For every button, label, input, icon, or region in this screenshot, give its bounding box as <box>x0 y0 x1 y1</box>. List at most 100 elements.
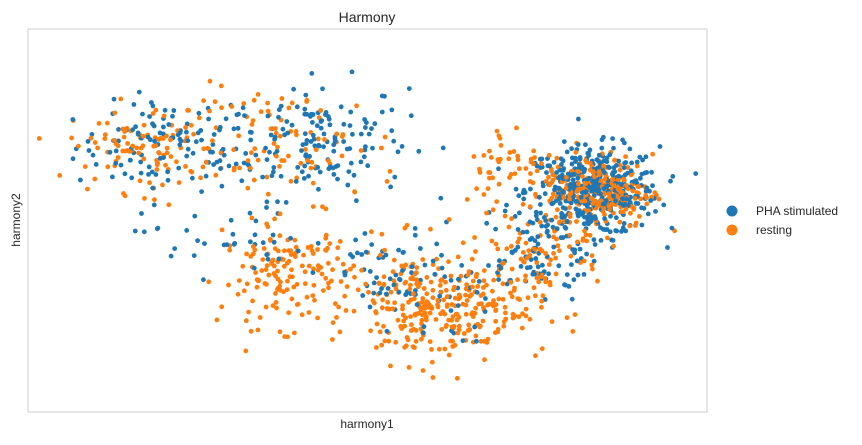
data-point <box>399 263 405 269</box>
data-point <box>616 173 622 179</box>
data-point <box>573 149 579 155</box>
data-point <box>520 190 526 196</box>
points-layer <box>36 69 699 381</box>
data-point <box>573 206 579 212</box>
data-point <box>530 161 536 167</box>
data-point <box>142 196 147 201</box>
data-point <box>116 126 121 132</box>
data-point <box>512 214 518 219</box>
data-point <box>172 246 178 252</box>
data-point <box>236 278 242 283</box>
data-point <box>511 149 517 154</box>
data-point <box>271 271 277 276</box>
data-point <box>563 185 569 191</box>
data-point <box>57 173 63 178</box>
data-point <box>527 316 533 322</box>
data-point <box>693 171 699 177</box>
data-point <box>252 232 258 238</box>
data-point <box>478 323 483 329</box>
data-point <box>495 246 501 252</box>
data-point <box>527 219 533 225</box>
data-point <box>310 293 316 298</box>
data-point <box>338 279 344 284</box>
data-point <box>575 239 580 245</box>
data-point <box>201 98 207 104</box>
data-point <box>147 180 153 186</box>
data-point <box>481 305 486 310</box>
data-point <box>326 114 331 119</box>
data-point <box>380 297 385 303</box>
data-point <box>556 175 562 181</box>
data-point <box>118 96 124 102</box>
data-point <box>573 199 579 204</box>
data-point <box>316 143 322 149</box>
data-point <box>201 146 207 152</box>
data-point <box>265 113 271 119</box>
data-point <box>107 149 113 155</box>
data-point <box>389 128 395 134</box>
data-point <box>629 160 634 166</box>
data-point <box>273 126 278 131</box>
data-point <box>464 298 470 303</box>
data-point <box>236 133 242 139</box>
data-point <box>178 138 184 144</box>
data-point <box>428 279 434 285</box>
data-point <box>347 123 353 128</box>
data-point <box>427 339 433 344</box>
data-point <box>489 238 495 244</box>
data-point <box>286 258 292 264</box>
data-point <box>123 148 128 154</box>
data-point <box>503 316 509 322</box>
data-point <box>518 256 524 262</box>
data-point <box>147 114 153 119</box>
data-point <box>416 148 422 154</box>
data-point <box>516 236 522 242</box>
data-point <box>150 121 155 127</box>
data-point <box>248 239 253 245</box>
data-point <box>316 186 321 192</box>
data-point <box>497 135 503 141</box>
data-point <box>309 159 315 165</box>
data-point <box>571 277 577 283</box>
data-point <box>249 150 254 156</box>
data-point <box>384 328 390 334</box>
data-point <box>267 237 273 242</box>
data-point <box>210 138 215 144</box>
data-point <box>396 247 401 253</box>
data-point <box>210 149 215 155</box>
data-point <box>428 226 433 232</box>
data-point <box>449 302 455 307</box>
data-point <box>506 156 512 162</box>
data-point <box>406 365 412 370</box>
data-point <box>391 138 397 144</box>
data-point <box>252 146 258 152</box>
data-point <box>304 97 310 103</box>
data-point <box>198 175 204 181</box>
data-point <box>383 252 389 258</box>
data-point <box>456 323 462 329</box>
data-point <box>544 170 549 176</box>
data-point <box>614 228 619 234</box>
data-point <box>488 155 494 160</box>
data-point <box>642 170 648 176</box>
data-point <box>263 145 268 151</box>
data-point <box>584 159 590 165</box>
data-point <box>207 78 213 84</box>
data-point <box>440 145 446 151</box>
data-point <box>539 223 545 229</box>
data-point <box>391 278 397 284</box>
data-point <box>501 323 507 329</box>
data-point <box>219 227 225 233</box>
data-point <box>583 232 589 238</box>
data-point <box>351 263 357 269</box>
data-point <box>420 296 426 301</box>
data-point <box>136 150 142 156</box>
data-point <box>288 178 294 184</box>
data-point <box>554 236 559 242</box>
data-point <box>617 167 623 173</box>
data-point <box>544 230 550 235</box>
data-point <box>308 165 314 171</box>
data-point <box>584 238 590 244</box>
data-point <box>551 159 557 165</box>
data-point <box>228 217 234 223</box>
